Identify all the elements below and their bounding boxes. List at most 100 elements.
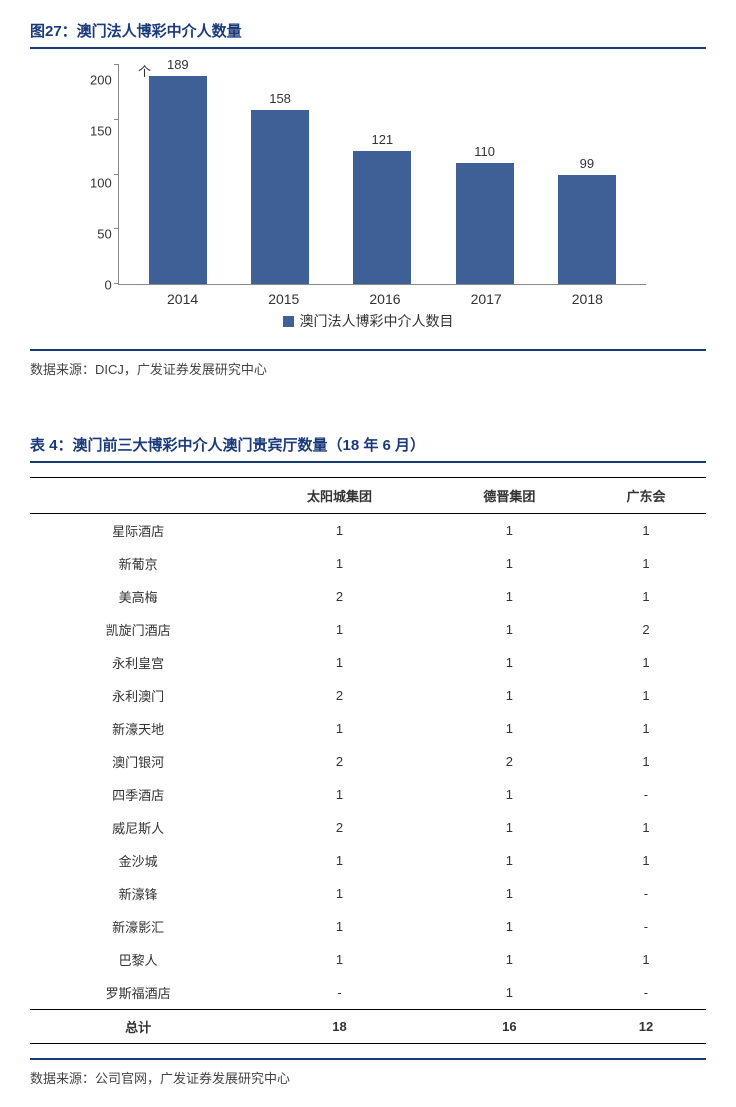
table-cell: 2	[246, 811, 432, 844]
table-cell: 1	[433, 910, 586, 943]
table-row: 新濠天地111	[30, 712, 706, 745]
table-row: 星际酒店111	[30, 514, 706, 548]
table-header-cell: 太阳城集团	[246, 478, 432, 514]
table-cell: 金沙城	[30, 844, 246, 877]
table-cell: 1	[433, 547, 586, 580]
table-cell: 1	[433, 943, 586, 976]
table-cell: 1	[586, 580, 706, 613]
table-cell: 2	[433, 745, 586, 778]
table-cell: 1	[433, 877, 586, 910]
table-source: 数据来源：公司官网，广发证券发展研究中心	[30, 1058, 706, 1087]
table-total-cell: 18	[246, 1010, 432, 1044]
table-cell: 星际酒店	[30, 514, 246, 548]
bar-value-label: 121	[371, 132, 393, 147]
table-cell: 1	[433, 778, 586, 811]
table-cell: 1	[246, 514, 432, 548]
table-header-cell: 广东会	[586, 478, 706, 514]
table-cell: 威尼斯人	[30, 811, 246, 844]
table-header-row: 太阳城集团德晋集团广东会	[30, 478, 706, 514]
table-cell: 1	[246, 910, 432, 943]
bar-column: 99	[558, 156, 616, 284]
table-header-cell: 德晋集团	[433, 478, 586, 514]
table-cell: 新濠锋	[30, 877, 246, 910]
table-total-cell: 总计	[30, 1010, 246, 1044]
figure-title: 图27：澳门法人博彩中介人数量	[30, 20, 706, 49]
table-cell: 1	[433, 712, 586, 745]
data-table: 太阳城集团德晋集团广东会 星际酒店111新葡京111美高梅211凯旋门酒店112…	[30, 477, 706, 1044]
table-cell: 1	[586, 547, 706, 580]
y-axis: 050100150200	[90, 65, 118, 285]
table-row: 新濠锋11-	[30, 877, 706, 910]
x-tick-label: 2015	[255, 291, 313, 307]
table-header-cell	[30, 478, 246, 514]
table-cell: -	[586, 778, 706, 811]
bar-value-label: 99	[580, 156, 594, 171]
table-cell: 1	[246, 778, 432, 811]
table-cell: 1	[433, 514, 586, 548]
table-cell: 1	[246, 943, 432, 976]
table-row: 金沙城111	[30, 844, 706, 877]
table-cell: 2	[246, 745, 432, 778]
table-cell: -	[586, 910, 706, 943]
legend-swatch	[283, 316, 294, 327]
bar	[251, 110, 309, 284]
bar	[558, 175, 616, 284]
table-cell: 1	[246, 877, 432, 910]
table-cell: 巴黎人	[30, 943, 246, 976]
bar-column: 110	[456, 144, 514, 284]
table-cell: 1	[586, 712, 706, 745]
table-cell: 四季酒店	[30, 778, 246, 811]
table-body: 星际酒店111新葡京111美高梅211凯旋门酒店112永利皇宫111永利澳门21…	[30, 514, 706, 1044]
x-tick-label: 2017	[457, 291, 515, 307]
bar	[456, 163, 514, 284]
table-cell: 1	[433, 679, 586, 712]
table-row: 永利皇宫111	[30, 646, 706, 679]
figure-source: 数据来源：DICJ，广发证券发展研究中心	[30, 349, 706, 378]
chart-legend: 澳门法人博彩中介人数目	[90, 311, 646, 331]
table-row: 四季酒店11-	[30, 778, 706, 811]
table-cell: 2	[246, 580, 432, 613]
table-cell: 1	[246, 646, 432, 679]
x-tick-label: 2018	[558, 291, 616, 307]
table-cell: -	[586, 877, 706, 910]
table-row: 巴黎人111	[30, 943, 706, 976]
table-cell: 新葡京	[30, 547, 246, 580]
x-tick-label: 2014	[154, 291, 212, 307]
y-tick: 100	[90, 175, 112, 190]
table-total-cell: 12	[586, 1010, 706, 1044]
table-cell: 澳门银河	[30, 745, 246, 778]
bar-column: 158	[251, 91, 309, 284]
table-total-cell: 16	[433, 1010, 586, 1044]
legend-label: 澳门法人博彩中介人数目	[300, 311, 454, 331]
bar	[149, 76, 207, 284]
table-cell: -	[246, 976, 432, 1010]
y-tick: 150	[90, 124, 112, 139]
table-cell: 凯旋门酒店	[30, 613, 246, 646]
bar-chart: 050100150200 18915812111099	[90, 65, 646, 285]
x-tick-label: 2016	[356, 291, 414, 307]
table-cell: 2	[246, 679, 432, 712]
x-axis-labels: 2014 2015 2016 2017 2018	[124, 285, 646, 307]
bar-column: 121	[353, 132, 411, 284]
table-cell: 新濠影汇	[30, 910, 246, 943]
table-row: 澳门银河221	[30, 745, 706, 778]
table-total-row: 总计181612	[30, 1010, 706, 1044]
table-row: 罗斯福酒店-1-	[30, 976, 706, 1010]
chart-container: 个 050100150200 18915812111099 2014201520…	[30, 65, 706, 335]
table-cell: 罗斯福酒店	[30, 976, 246, 1010]
table-cell: 1	[433, 976, 586, 1010]
table-cell: 1	[586, 514, 706, 548]
table-cell: 2	[586, 613, 706, 646]
bar-value-label: 110	[474, 144, 495, 159]
table-cell: 1	[586, 811, 706, 844]
table-cell: 永利皇宫	[30, 646, 246, 679]
table-row: 新濠影汇11-	[30, 910, 706, 943]
table-cell: 1	[586, 844, 706, 877]
table-cell: 1	[586, 943, 706, 976]
y-tick: 200	[90, 73, 112, 88]
table-cell: 永利澳门	[30, 679, 246, 712]
bar-column: 189	[149, 57, 207, 284]
table-title: 表 4：澳门前三大博彩中介人澳门贵宾厅数量（18 年 6 月）	[30, 434, 706, 463]
table-cell: 1	[246, 844, 432, 877]
table-row: 威尼斯人211	[30, 811, 706, 844]
